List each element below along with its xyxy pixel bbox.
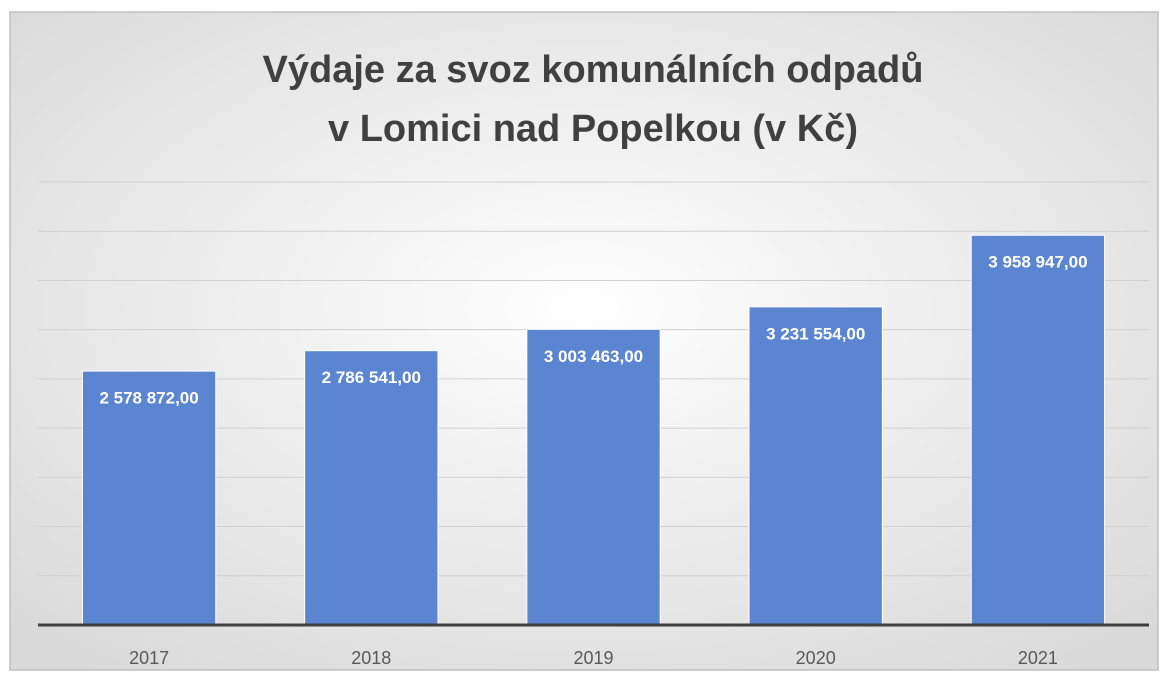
bar (526, 328, 661, 626)
chart-title: Výdaje za svoz komunálních odpadů (263, 49, 924, 91)
bar (748, 306, 883, 626)
x-tick-label: 2017 (129, 648, 169, 668)
data-label: 2 786 541,00 (322, 368, 421, 387)
bar (304, 350, 439, 626)
x-tick-label: 2018 (351, 648, 391, 668)
data-label: 3 003 463,00 (544, 347, 643, 366)
data-label: 3 231 554,00 (766, 324, 865, 343)
bar (81, 370, 217, 626)
data-label: 3 958 947,00 (988, 253, 1087, 272)
x-tick-label: 2020 (796, 648, 836, 668)
bar (970, 234, 1106, 626)
x-tick-label: 2021 (1018, 648, 1058, 668)
x-tick-label: 2019 (573, 648, 613, 668)
chart-title: v Lomici nad Popelkou (v Kč) (328, 108, 858, 150)
data-label: 2 578 872,00 (99, 389, 198, 408)
